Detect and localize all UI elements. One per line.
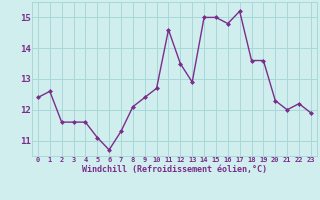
X-axis label: Windchill (Refroidissement éolien,°C): Windchill (Refroidissement éolien,°C) bbox=[82, 165, 267, 174]
